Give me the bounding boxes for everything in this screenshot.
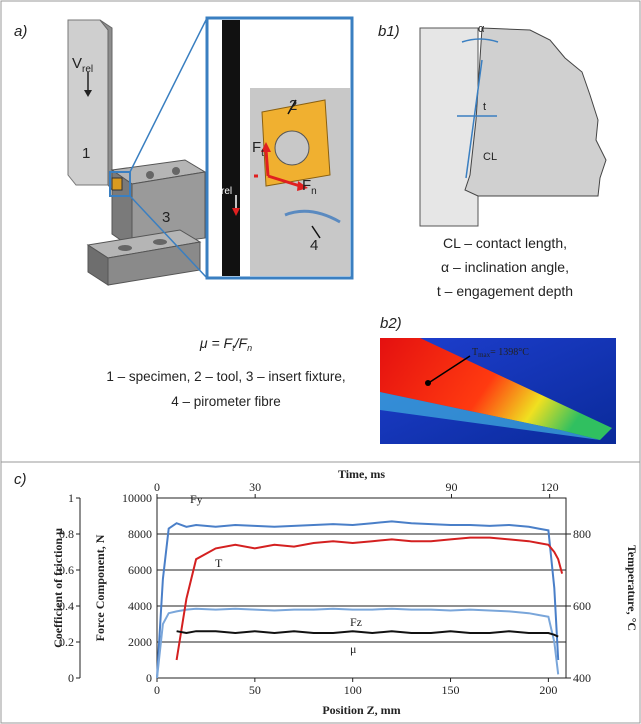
x2-tick-label: 30 (249, 480, 261, 494)
series-line (176, 630, 559, 638)
text: F (252, 139, 261, 156)
text: max (478, 351, 491, 359)
text: μ = F (199, 335, 234, 351)
series-label: μ (350, 642, 356, 656)
legend-text: CL – contact length, (443, 235, 567, 251)
part-number: 1 (82, 145, 90, 162)
chart: 020004000600080001000040060080000.20.40.… (51, 467, 639, 717)
y2-tick-label: 600 (573, 599, 591, 613)
y-tick-label: 6000 (128, 563, 152, 577)
x2-tick-label: 120 (541, 480, 559, 494)
y-tick-label: 8000 (128, 527, 152, 541)
tmax-label: Tmax= 1398°C (472, 347, 529, 359)
panel-b1-drawing (419, 27, 607, 227)
series-line (156, 520, 560, 679)
part-number: 2 (289, 97, 297, 114)
x-tick-label: 100 (344, 683, 362, 697)
y3-tick-label: 0.6 (59, 563, 74, 577)
y-tick-label: 10000 (122, 491, 152, 505)
y3-tick-label: 0 (68, 671, 74, 685)
y2-tick-label: 800 (573, 527, 591, 541)
y3-tick-label: 0.2 (59, 635, 74, 649)
series-label: Fy (190, 492, 203, 506)
series-line (175, 536, 564, 661)
legend-text: 4 – pirometer fibre (171, 394, 281, 409)
formula: μ = Ft/Fn (199, 335, 252, 353)
x-tick-label: 200 (539, 683, 557, 697)
legend-text: t – engagement depth (437, 283, 573, 299)
force-label: Fn (302, 177, 317, 197)
text: /F (234, 335, 249, 351)
text: n (311, 186, 317, 197)
text: V (72, 55, 82, 72)
text: V (211, 177, 221, 194)
series-label: Fz (350, 615, 362, 629)
part-number: 4 (310, 237, 318, 254)
x-tick-label: 50 (249, 683, 261, 697)
text: rel (82, 64, 93, 75)
x2-tick-label: 90 (445, 480, 457, 494)
panel-b2-drawing (380, 338, 616, 444)
x2-tick-label: 0 (154, 480, 160, 494)
panel-a-drawing (67, 16, 354, 286)
symbol: t (483, 101, 486, 113)
part-number: 3 (162, 209, 170, 226)
y-tick-label: 2000 (128, 635, 152, 649)
y3-tick-label: 0.8 (59, 527, 74, 541)
x-tick-label: 150 (442, 683, 460, 697)
text: t (232, 343, 235, 353)
force-label: Ft (252, 139, 264, 159)
velocity-label: Vrel (211, 177, 232, 197)
y2-tick-label: 400 (573, 671, 591, 685)
x2-axis-title: Time, ms (338, 467, 385, 481)
text: t (261, 148, 264, 159)
y-tick-label: 4000 (128, 599, 152, 613)
panel-label: b1) (378, 23, 400, 40)
y-tick-label: 0 (146, 671, 152, 685)
y3-tick-label: 0.4 (59, 599, 74, 613)
legend-text: 1 – specimen, 2 – tool, 3 – insert fixtu… (106, 369, 345, 384)
text: = 1398°C (490, 347, 529, 358)
panel-label: c) (14, 471, 27, 488)
symbol: CL (483, 151, 497, 163)
panel-label: b2) (380, 315, 402, 332)
text: n (247, 343, 252, 353)
y-axis-title: Force Component, N (93, 534, 107, 641)
y3-tick-label: 1 (68, 491, 74, 505)
text: rel (221, 186, 232, 197)
series-line (156, 607, 560, 679)
text: F (302, 177, 311, 194)
y3-axis-title: Coefficient of friction μ (51, 528, 65, 648)
symbol: α (478, 23, 485, 35)
velocity-label: Vrel (72, 55, 93, 75)
legend-text: α – inclination angle, (441, 259, 569, 275)
series-label: T (215, 556, 223, 570)
y2-axis-title: Temperature, °C (625, 545, 639, 631)
text: T (472, 347, 478, 358)
x-tick-label: 0 (154, 683, 160, 697)
panel-label: a) (14, 23, 27, 40)
x-axis-title: Position Z, mm (322, 703, 400, 717)
